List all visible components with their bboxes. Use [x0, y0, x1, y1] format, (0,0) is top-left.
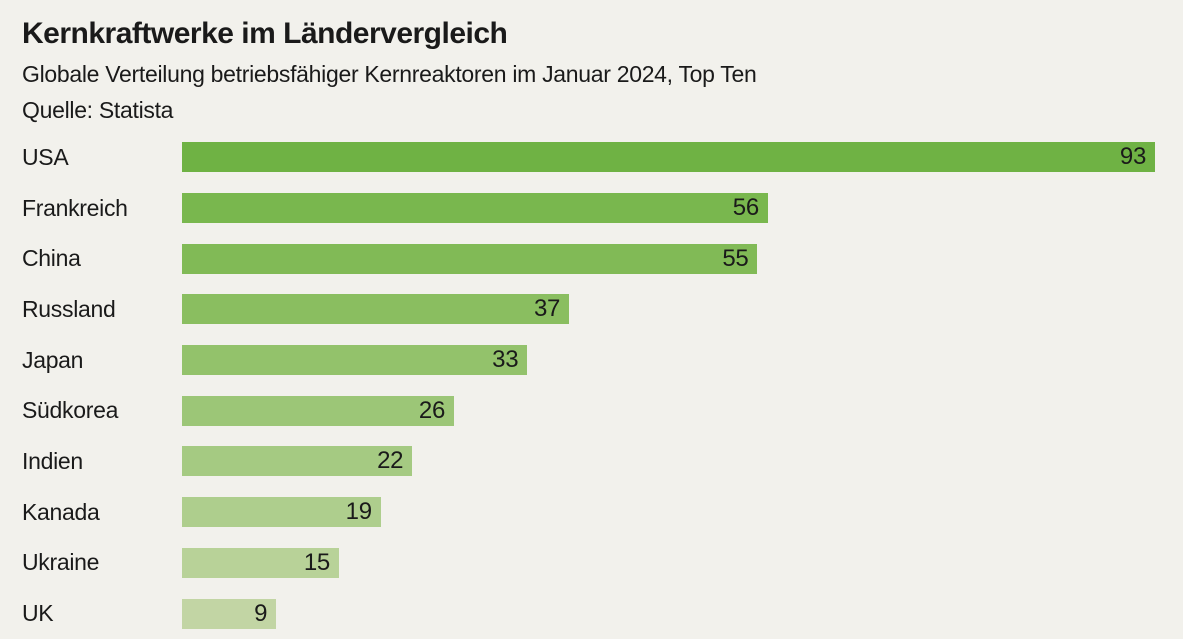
bar-track: 93: [182, 142, 1155, 173]
bar-row: Südkorea 26: [0, 385, 1183, 436]
bar-track: 33: [182, 345, 1155, 376]
bar-value-label: 56: [732, 194, 759, 222]
bar-value-label: 19: [345, 498, 372, 526]
bar: 9: [182, 598, 277, 629]
country-label: Indien: [22, 447, 83, 474]
bar-row: Japan 33: [0, 335, 1183, 386]
country-label: Kanada: [22, 498, 100, 525]
bar-row: Indien 22: [0, 436, 1183, 487]
bar-value-label: 9: [254, 599, 268, 627]
bar: 56: [182, 193, 768, 224]
bar-track: 19: [182, 497, 1155, 528]
bar-track: 37: [182, 294, 1155, 325]
bar-value-label: 55: [722, 244, 749, 272]
bar-value-label: 22: [377, 447, 404, 475]
bar-track: 56: [182, 193, 1155, 224]
chart-header: Kernkraftwerke im Ländervergleich Global…: [22, 12, 1161, 128]
bar-track: 15: [182, 547, 1155, 578]
country-label: UK: [22, 600, 54, 627]
bar-row: China 55: [0, 233, 1183, 284]
bar-track: 22: [182, 446, 1155, 477]
chart-source: Quelle: Statista: [22, 97, 174, 123]
bar: 55: [182, 243, 758, 274]
bar: 26: [182, 395, 455, 426]
chart-subtitle: Globale Verteilung betriebsfähiger Kernr…: [22, 61, 757, 87]
bar: 37: [182, 294, 570, 325]
bar-row: Russland 37: [0, 284, 1183, 335]
bar-value-label: 37: [533, 295, 561, 323]
bar-value-label: 26: [418, 396, 446, 424]
country-label: Russland: [22, 295, 116, 322]
country-label: China: [22, 245, 81, 272]
bar-row: Frankreich 56: [0, 183, 1183, 234]
bar: 22: [182, 446, 413, 477]
bar: 19: [182, 497, 381, 528]
bar-row: Ukraine 15: [0, 538, 1183, 589]
bar-value-label: 33: [492, 346, 519, 374]
bar-row: Kanada 19: [0, 487, 1183, 538]
bar-value-label: 15: [303, 548, 330, 576]
country-label: USA: [22, 143, 69, 170]
bar-row: UK 9: [0, 588, 1183, 639]
bar: 33: [182, 345, 528, 376]
bar-row: USA 93: [0, 132, 1183, 183]
bar-track: 55: [182, 243, 1155, 274]
bar-chart: USA 93 Frankreich 56 China 55 Russland 37 Japan 3…: [0, 132, 1183, 639]
bar: 15: [182, 547, 339, 578]
chart-title: Kernkraftwerke im Ländervergleich: [22, 17, 508, 50]
country-label: Japan: [22, 346, 84, 373]
country-label: Ukraine: [22, 549, 100, 576]
country-label: Frankreich: [22, 194, 128, 221]
country-label: Südkorea: [22, 397, 119, 424]
bar: 93: [182, 142, 1155, 173]
bar-track: 9: [182, 598, 1155, 629]
bar-value-label: 93: [1119, 143, 1146, 171]
bar-track: 26: [182, 395, 1155, 426]
